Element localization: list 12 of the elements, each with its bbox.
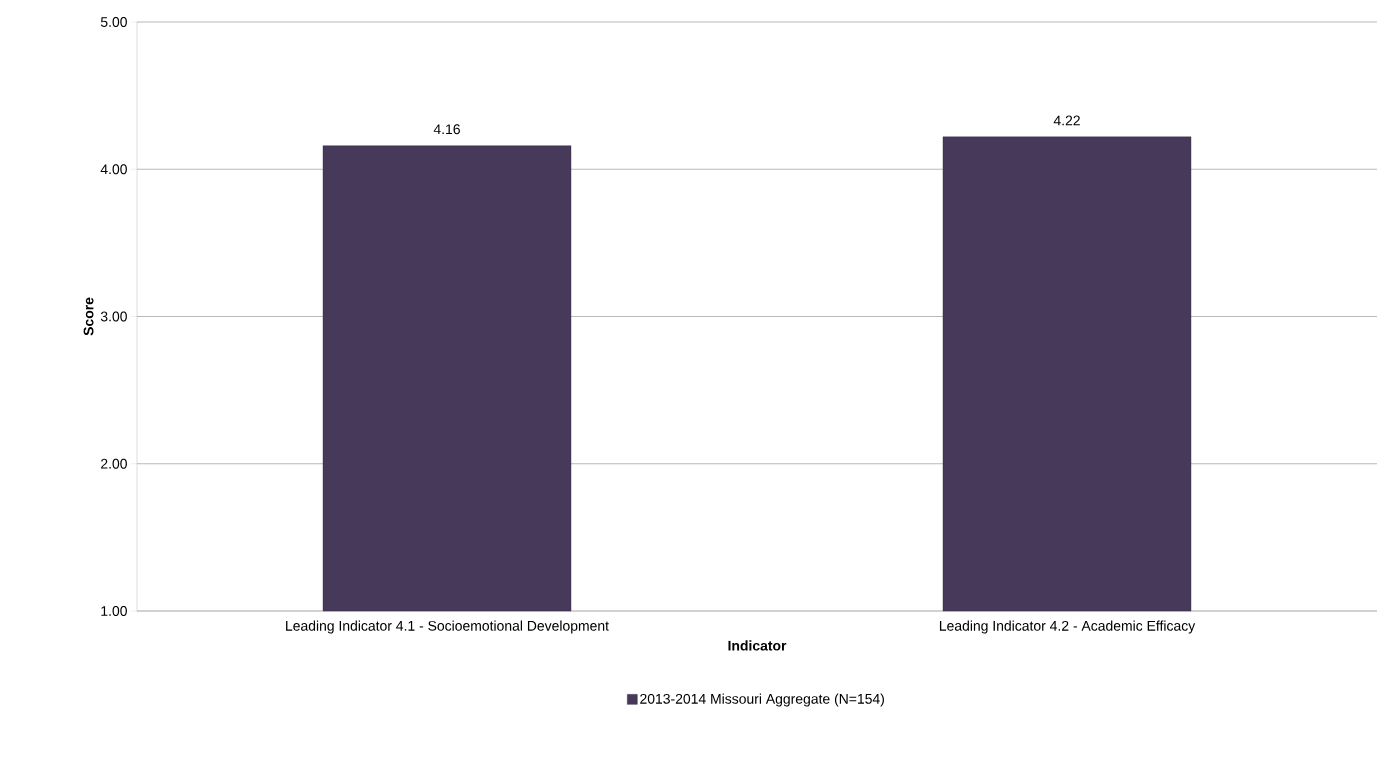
data-label: 4.16: [433, 124, 460, 135]
legend-label: 2013-2014 Missouri Aggregate (N=154): [640, 693, 884, 707]
y-tick-label: 5.00: [100, 17, 127, 27]
data-label: 4.22: [1053, 115, 1080, 126]
y-tick-label: 3.00: [100, 311, 127, 322]
x-tick-label: Leading Indicator 4.1 - Socioemotional Development: [286, 620, 609, 634]
y-tick-label: 1.00: [101, 606, 127, 616]
y-tick-label: 4.00: [100, 164, 127, 175]
y-axis-title: Score: [83, 297, 94, 336]
x-tick-label: Leading Indicator 4.2 - Academic Efficacy: [939, 620, 1196, 634]
x-axis-title: Indicator: [728, 640, 787, 651]
y-tick-label: 2.00: [101, 458, 127, 469]
